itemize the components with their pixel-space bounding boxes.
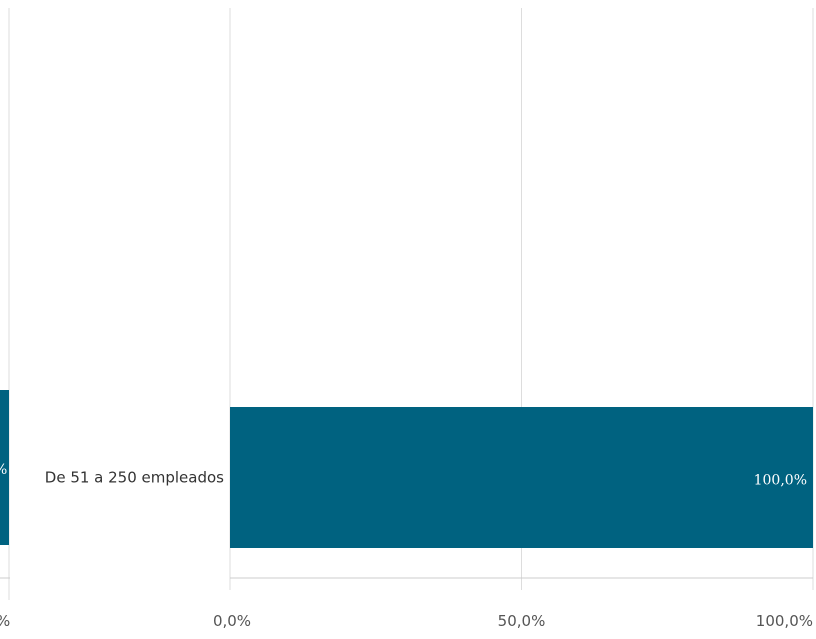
left-partial-tick-label: %: [0, 612, 10, 630]
category-label: De 51 a 250 empleados: [45, 469, 224, 487]
x-tick-labels: 0,0% 50,0% 100,0%: [213, 612, 813, 630]
data-label: 100,0%: [754, 473, 807, 489]
left-partial-data-label: %: [0, 462, 7, 478]
left-partial-bar: [0, 390, 9, 545]
left-partial-chart: % %: [0, 8, 10, 630]
bars: De 51 a 250 empleados 100,0%: [45, 407, 813, 548]
x-tick-label: 0,0%: [213, 612, 251, 630]
x-tick-label: 50,0%: [498, 612, 546, 630]
x-tick-label: 100,0%: [756, 612, 813, 630]
bar: [230, 407, 813, 548]
